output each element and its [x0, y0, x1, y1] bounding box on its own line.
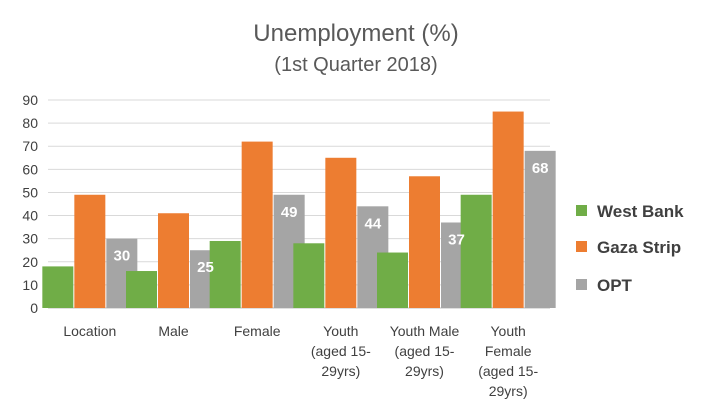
- y-tick-label: 90: [22, 92, 38, 108]
- data-label: 37: [448, 231, 465, 248]
- legend-swatch: [576, 241, 587, 252]
- legend-swatch: [576, 205, 587, 216]
- bar-west-bank: [126, 271, 157, 308]
- y-tick-label: 60: [22, 161, 38, 177]
- y-axis-ticks: 0 10 20 30 40 50 60 70 80 90: [22, 92, 38, 316]
- category-label: Location: [63, 323, 116, 339]
- legend-swatch: [576, 279, 587, 290]
- y-tick-label: 50: [22, 184, 38, 200]
- legend-label: West Bank: [597, 202, 684, 221]
- bar-gaza-strip: [492, 111, 524, 308]
- bar-gaza-strip: [241, 141, 273, 308]
- bar-west-bank: [42, 266, 74, 308]
- chart-title: Unemployment (%): [253, 20, 458, 47]
- category-label: Youth Male (aged 15-29yrs): [390, 323, 460, 379]
- bar-gaza-strip: [409, 176, 440, 308]
- data-label: 30: [113, 248, 130, 265]
- data-label: 68: [532, 160, 549, 177]
- legend: West Bank Gaza Strip OPT: [576, 202, 684, 295]
- category-label: Youth Female (aged 15-29yrs): [478, 323, 538, 399]
- legend-label: Gaza Strip: [597, 238, 681, 257]
- bar-gaza-strip: [74, 194, 106, 308]
- y-tick-label: 70: [22, 138, 38, 154]
- bars: [42, 111, 556, 308]
- legend-label: OPT: [597, 276, 633, 295]
- y-tick-label: 20: [22, 254, 38, 270]
- bar-opt: [524, 150, 556, 308]
- category-label: Youth (aged 15-29yrs): [311, 323, 371, 379]
- bar-gaza-strip: [325, 157, 357, 308]
- bar-west-bank: [377, 252, 408, 308]
- bar-gaza-strip: [158, 213, 189, 308]
- chart-subtitle: (1st Quarter 2018): [274, 54, 437, 76]
- bar-west-bank: [209, 240, 241, 308]
- data-label: 25: [197, 259, 214, 276]
- x-axis-categories: Location Male Female Youth (aged 15-29yrs) Yo…: [63, 323, 538, 399]
- category-label: Male: [158, 323, 189, 339]
- data-label: 44: [364, 215, 381, 232]
- y-tick-label: 0: [30, 300, 38, 316]
- bar-west-bank: [293, 243, 325, 308]
- y-tick-label: 40: [22, 208, 38, 224]
- data-label: 49: [281, 204, 298, 221]
- y-tick-label: 80: [22, 115, 38, 131]
- y-tick-label: 30: [22, 231, 38, 247]
- category-label: Female: [234, 323, 281, 339]
- data-labels: 30 25 49 44 37 68: [113, 160, 548, 276]
- bar-west-bank: [460, 194, 492, 308]
- y-tick-label: 10: [22, 277, 38, 293]
